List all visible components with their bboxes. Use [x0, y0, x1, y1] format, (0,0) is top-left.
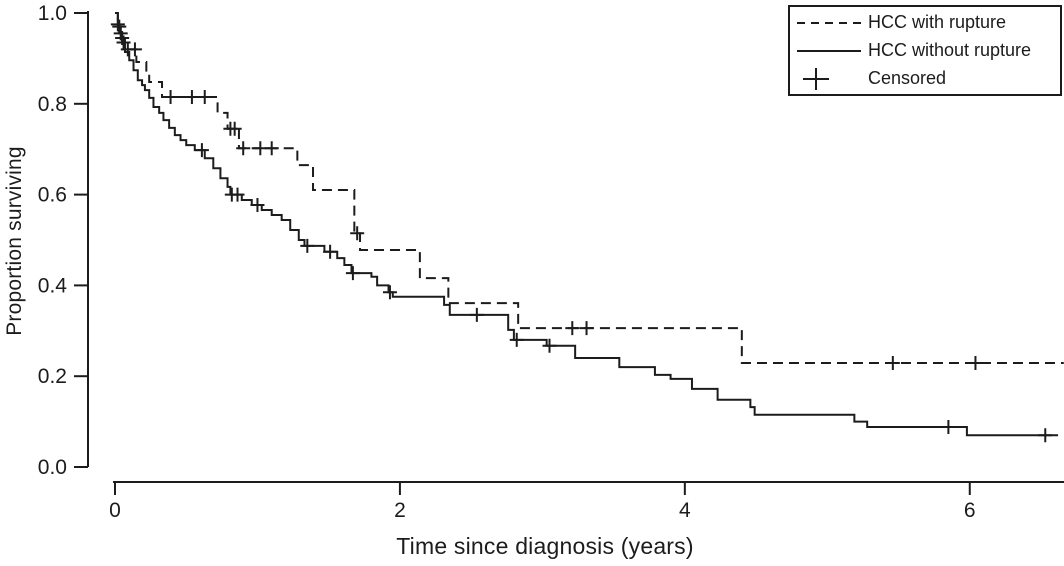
y-tick-label: 0.6: [38, 184, 67, 207]
x-tick-label: 2: [394, 499, 406, 522]
censored-plus-icon: [790, 67, 868, 91]
legend-item-hcc-without-rupture: HCC without rupture: [790, 38, 1060, 63]
legend: HCC with rupture HCC without rupture Cen…: [788, 5, 1062, 96]
censor-mark: [350, 226, 365, 241]
x-tick-label: 0: [109, 499, 121, 522]
x-tick-label: 4: [679, 499, 691, 522]
solid-line-icon: [790, 48, 868, 54]
y-tick-label: 1.0: [38, 2, 67, 25]
censor-mark: [885, 356, 900, 371]
censor-mark: [236, 141, 251, 156]
dashed-line-icon: [790, 20, 868, 26]
legend-label: HCC with rupture: [868, 12, 1007, 32]
censor-mark: [227, 121, 242, 136]
censor-mark: [382, 285, 397, 300]
censor-mark: [323, 244, 338, 259]
censor-mark: [113, 26, 128, 41]
censor-mark: [250, 198, 265, 213]
censor-mark: [565, 321, 580, 336]
censor-mark: [579, 321, 594, 336]
censor-mark: [542, 338, 557, 353]
censor-mark: [1038, 428, 1053, 443]
censor-mark: [163, 89, 178, 104]
legend-item-hcc-with-rupture: HCC with rupture: [790, 10, 1060, 35]
y-tick-label: 0.0: [38, 456, 67, 479]
x-tick-label: 6: [964, 499, 976, 522]
censor-mark: [127, 42, 142, 57]
censor-mark: [230, 187, 245, 202]
y-tick-label: 0.8: [38, 93, 67, 116]
legend-label: Censored: [868, 68, 947, 88]
censor-mark: [509, 332, 524, 347]
censor-mark: [184, 89, 199, 104]
censor-mark: [968, 356, 983, 371]
y-tick-label: 0.2: [38, 365, 67, 388]
censor-mark: [116, 35, 131, 50]
legend-label: HCC without rupture: [868, 40, 1032, 60]
censor-mark: [300, 238, 315, 253]
censor-mark: [264, 141, 279, 156]
y-axis-label: Proportion surviving: [3, 146, 26, 336]
hcc-without-rupture-curve: [115, 12, 1059, 437]
censor-mark: [345, 266, 360, 281]
censor-mark: [469, 307, 484, 322]
censor-mark: [941, 420, 956, 435]
censor-mark: [197, 89, 212, 104]
y-tick-label: 0.4: [38, 274, 68, 297]
x-axis-label: Time since diagnosis (years): [396, 533, 694, 559]
censor-mark: [194, 143, 209, 158]
censor-mark: [110, 17, 125, 32]
legend-item-censored: Censored: [790, 66, 1060, 91]
